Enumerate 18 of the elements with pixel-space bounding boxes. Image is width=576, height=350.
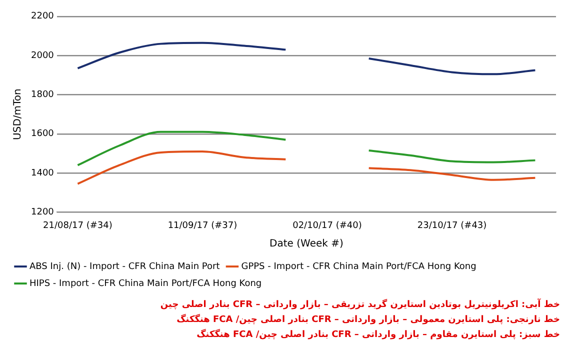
legend-label: ABS Inj. (N) - Import - CFR China Main Port: [30, 262, 220, 272]
legend-label: GPPS - Import - CFR China Main Port/FCA Hong Kong: [241, 262, 476, 272]
x-tick-label: 11/09/17 (#37): [168, 220, 238, 231]
y-tick-label: 1600: [31, 129, 54, 140]
y-axis-title: USD/mTon: [12, 88, 24, 140]
y-tick-label: 1200: [31, 208, 54, 218]
y-tick-label: 1800: [31, 90, 54, 100]
x-tick-label: 21/08/17 (#34): [43, 220, 112, 231]
x-tick-label: 23/10/17 (#43): [417, 220, 487, 231]
x-tick-label: 02/10/17 (#40): [292, 220, 362, 231]
x-axis-title: Date (Week #): [270, 238, 344, 250]
y-tick-label: 2200: [31, 12, 54, 22]
text: خط آبی: اکریلونیتریل بوتادین استایرن گرید تزریقی – بازار وارداتی – CFR بنادر اصلی چین: [159, 298, 560, 312]
y-tick-label: 1400: [31, 168, 54, 178]
legend-label: HIPS - Import - CFR China Main Port/FCA Hong Kong: [30, 278, 262, 289]
text: خط نارنجی: پلی استایرن معمولی – بازار وارداتی – CFR بنادر اصلی چین/ FCA هنگکنگ: [176, 313, 560, 327]
text: خط سبز: پلی استایرن مقاوم – بازار وارداتی – CFR بنادر اصلی چین/ FCA هنگکنگ: [196, 328, 560, 342]
y-tick-label: 2000: [31, 50, 54, 61]
